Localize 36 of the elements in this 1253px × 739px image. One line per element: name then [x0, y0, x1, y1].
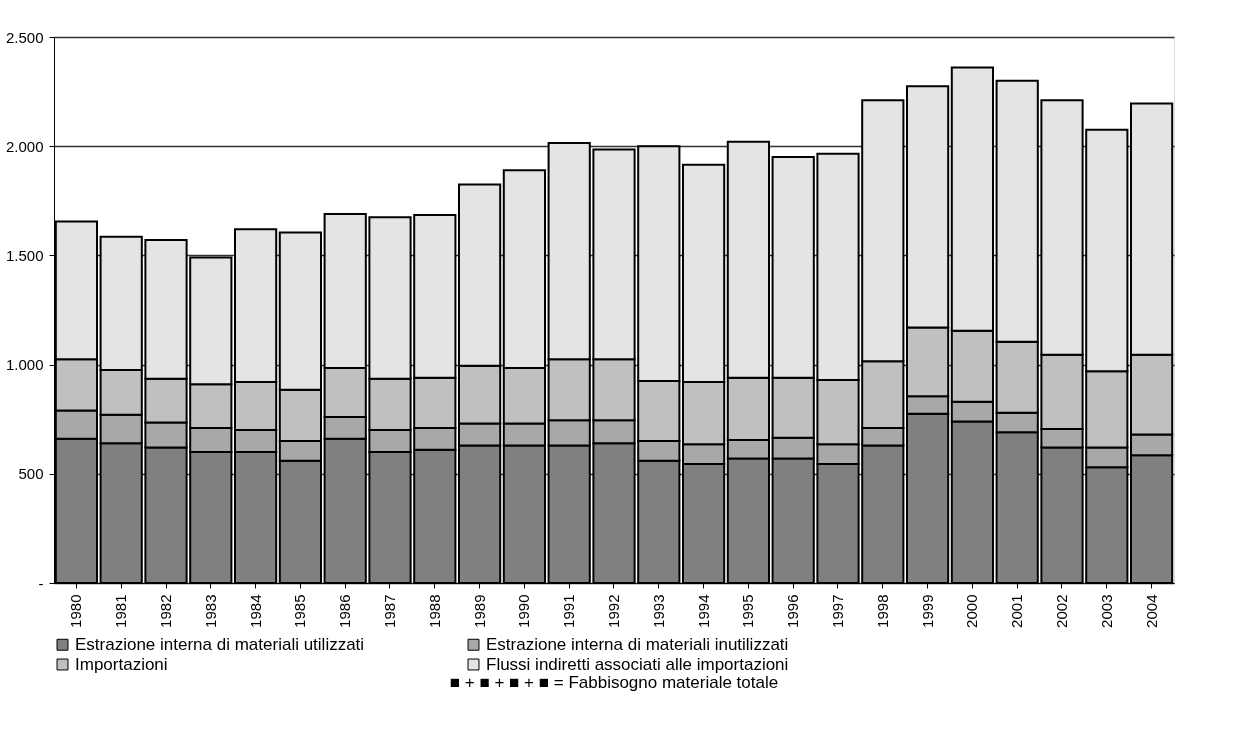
- x-tick-label: 1986: [336, 594, 354, 628]
- x-tick-label: 1988: [425, 594, 443, 628]
- x-tick-label: 1998: [873, 594, 891, 628]
- legend-label: Importazioni: [75, 654, 168, 674]
- x-tick-label: 1993: [649, 594, 667, 628]
- x-tick-label: 2002: [1053, 594, 1070, 628]
- x-tick-label: 1990: [515, 594, 533, 628]
- x-tick-label: 2001: [1008, 594, 1026, 628]
- x-tick-label: 1983: [201, 594, 219, 628]
- legend-label: Flussi indiretti associati alle importazioni: [486, 654, 789, 674]
- y-tick-label: 1.500: [5, 246, 44, 264]
- y-tick-label: 2.000: [5, 137, 44, 155]
- x-tick-label: 1980: [67, 594, 85, 628]
- x-tick-label: 1985: [291, 594, 309, 628]
- legend-label: Estrazione interna di materiali utilizzati: [75, 634, 365, 654]
- x-tick-label: 2004: [1142, 594, 1160, 628]
- x-tick-label: 1995: [739, 594, 757, 628]
- x-tick-label: 1992: [605, 594, 622, 628]
- x-tick-label: 1984: [246, 594, 264, 628]
- y-tick-label: 500: [18, 465, 44, 483]
- y-tick-label: 2.500: [5, 28, 44, 46]
- x-tick-label: 1989: [470, 594, 488, 628]
- x-tick-label: 1981: [112, 594, 130, 628]
- y-tick-label: -: [38, 574, 44, 592]
- x-tick-label: 1991: [560, 594, 578, 628]
- x-tick-label: 1994: [694, 594, 712, 628]
- legend-label: Estrazione interna di materiali inutilizzati: [486, 634, 789, 654]
- y-tick-label: 1.000: [5, 356, 44, 374]
- x-tick-label: 2000: [963, 594, 981, 628]
- x-tick-label: 1996: [784, 594, 802, 628]
- x-tick-label: 1982: [157, 594, 174, 628]
- x-tick-label: 1987: [381, 594, 398, 628]
- text: ■ + ■ + ■ + ■ = Fabbisogno materiale totale: [449, 673, 779, 692]
- x-tick-label: 1999: [918, 594, 936, 628]
- x-tick-label: 2003: [1097, 594, 1115, 628]
- x-tick-label: 1997: [829, 594, 846, 628]
